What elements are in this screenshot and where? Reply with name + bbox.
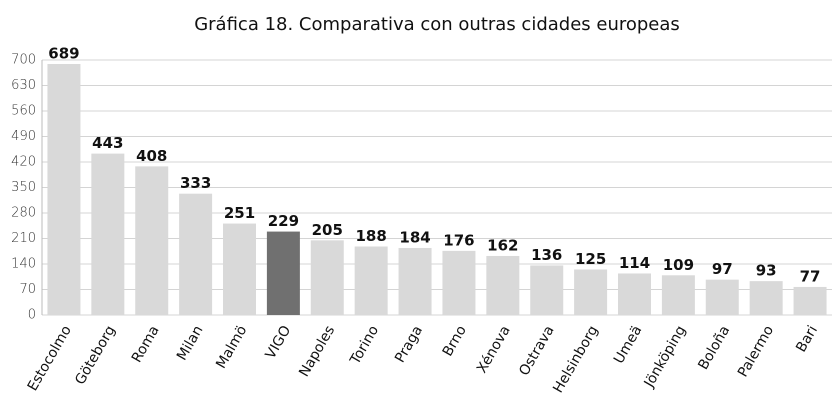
value-label: 205: [312, 221, 343, 239]
x-tick-label: Bari: [793, 323, 821, 355]
bar: [179, 193, 213, 315]
bar: [398, 247, 432, 315]
bar: [618, 273, 651, 315]
x-tick-label: Xénova: [474, 323, 514, 376]
y-tick-label: 70: [19, 282, 36, 297]
value-label: 97: [712, 260, 733, 278]
x-tick-label: Praga: [392, 323, 426, 366]
bar: [574, 269, 608, 315]
y-tick-label: 0: [28, 308, 36, 323]
y-tick-label: 420: [11, 155, 36, 170]
bar: [705, 279, 739, 315]
x-tick-label: Napoles: [296, 323, 338, 380]
value-label: 93: [756, 262, 777, 280]
value-label: 184: [399, 228, 430, 246]
x-tick-label: Estocolmo: [25, 323, 75, 394]
value-label: 443: [92, 134, 123, 152]
value-label: 136: [531, 246, 562, 264]
x-tick-label: Torino: [347, 323, 382, 368]
value-label: 188: [356, 227, 387, 245]
value-label: 176: [443, 231, 474, 249]
bar: [91, 153, 125, 315]
y-tick-label: 280: [11, 206, 36, 221]
x-tick-label: Umeä: [611, 323, 645, 367]
value-label: 229: [268, 212, 299, 230]
y-tick-label: 210: [11, 231, 36, 246]
x-tick-label: Göteborg: [72, 323, 119, 388]
value-label: 114: [619, 254, 650, 272]
value-label: 251: [224, 204, 255, 222]
value-label: 109: [663, 256, 694, 274]
bar: [530, 265, 564, 315]
chart-title: Gráfica 18. Comparativa con outras cidad…: [194, 14, 680, 35]
x-tick-label: Milan: [174, 323, 207, 363]
x-tick-label: Brno: [440, 323, 470, 359]
bar: [266, 231, 300, 315]
value-label: 333: [180, 174, 211, 192]
bar: [486, 255, 520, 315]
x-tick-label: Malmö: [213, 323, 250, 372]
bar: [354, 246, 388, 315]
bar: [442, 250, 476, 315]
x-tick-label: Palermo: [735, 323, 777, 380]
y-tick-label: 140: [11, 257, 36, 272]
value-label: 125: [575, 250, 606, 268]
value-label: 689: [48, 45, 79, 63]
value-label: 408: [136, 147, 167, 165]
x-tick-label: Jönköping: [641, 323, 689, 391]
x-tick-label: Boloña: [695, 323, 733, 373]
bar: [310, 240, 344, 315]
bar: [223, 223, 256, 315]
bar: [793, 286, 827, 315]
bar: [135, 166, 169, 315]
x-tick-label: Ostrava: [516, 323, 557, 379]
y-tick-label: 630: [11, 78, 36, 93]
x-tick-label: Roma: [129, 323, 163, 366]
y-tick-label: 350: [11, 180, 36, 195]
y-tick-label: 490: [11, 129, 36, 144]
bar: [661, 275, 695, 315]
bar: [749, 281, 783, 315]
bar: [47, 64, 81, 315]
value-label: 77: [800, 267, 821, 285]
x-tick-label: VIGO: [263, 323, 295, 362]
x-tick-label: Helsinborg: [550, 323, 601, 396]
value-label: 162: [487, 236, 518, 254]
y-tick-label: 700: [11, 53, 36, 68]
y-tick-label: 560: [11, 104, 36, 119]
